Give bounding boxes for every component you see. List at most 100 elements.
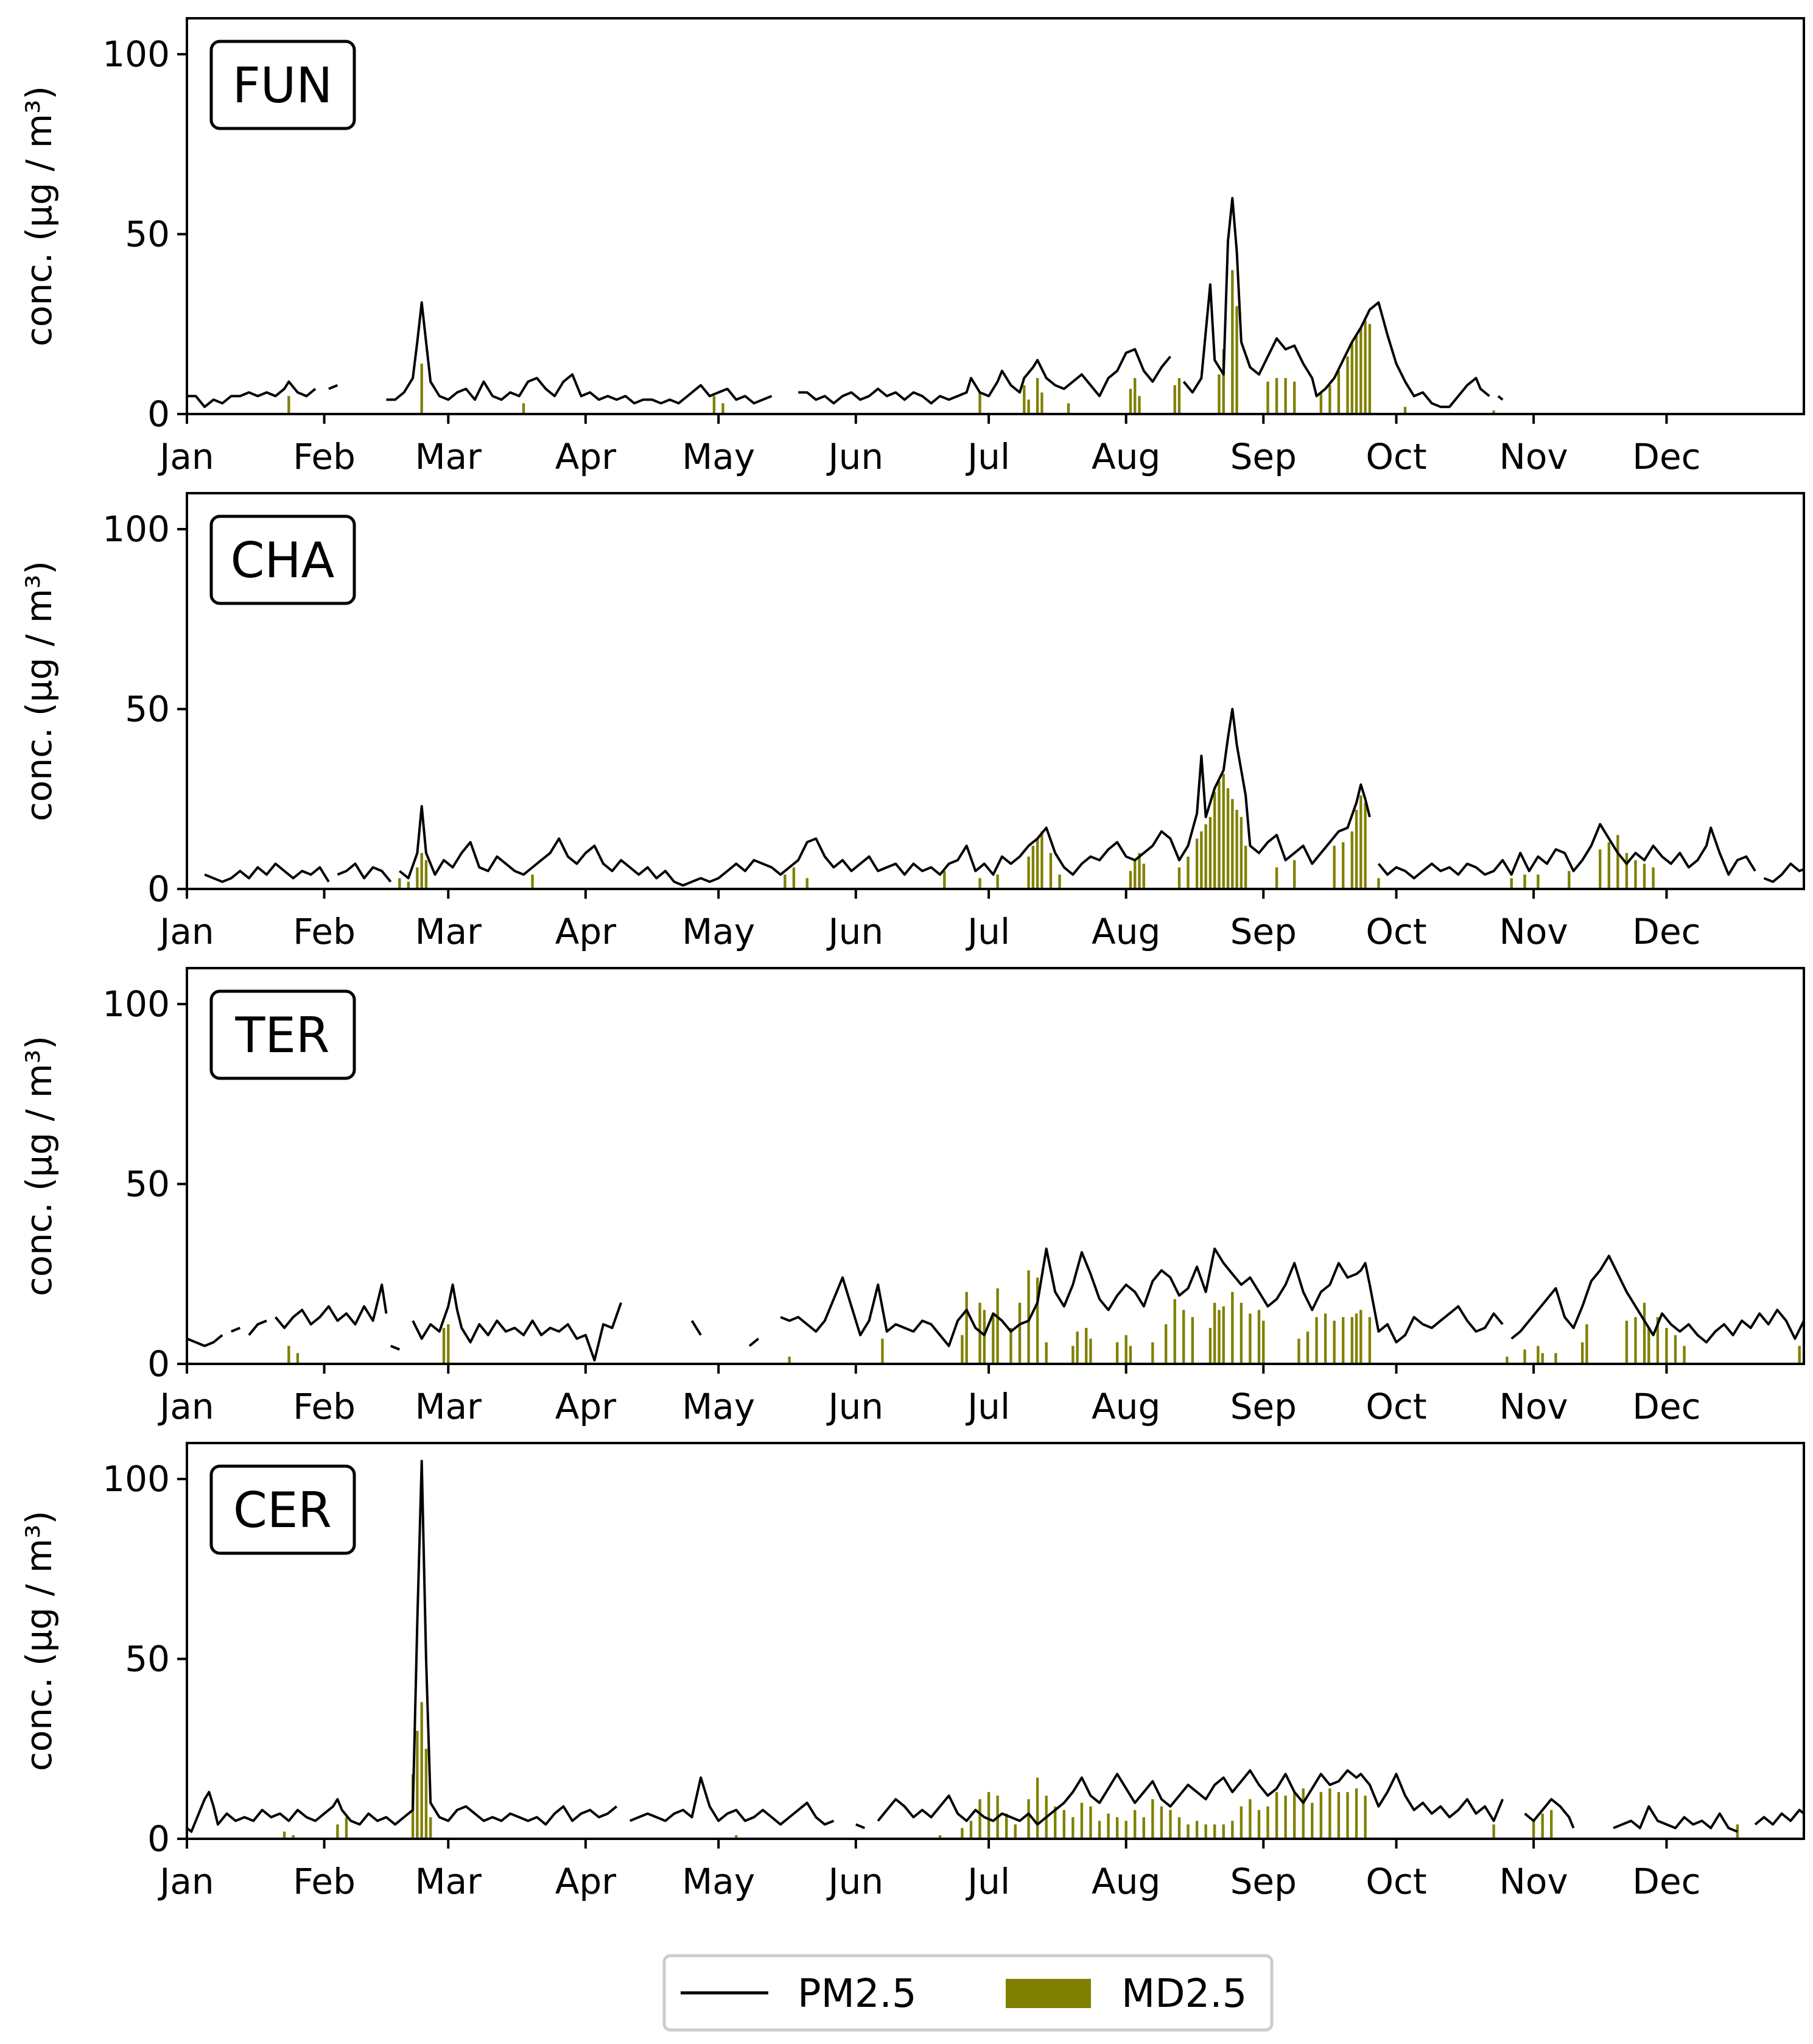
- md25-bar: [1027, 1799, 1030, 1839]
- md25-bar: [943, 871, 946, 889]
- md25-bar: [1257, 1810, 1261, 1839]
- md25-bar: [1315, 1317, 1318, 1364]
- md25-bar: [1292, 381, 1296, 414]
- x-tick-label: Dec: [1632, 1861, 1700, 1902]
- x-tick-label: Feb: [293, 1386, 356, 1427]
- md25-bar: [1213, 1302, 1216, 1364]
- md25-bar: [416, 1730, 419, 1839]
- pm25-line-group: [187, 1459, 1804, 1833]
- md25-bar: [1346, 1792, 1349, 1839]
- pm25-line-segment: [1510, 1254, 1804, 1344]
- md25-bar: [1652, 867, 1655, 889]
- md25-bars: [398, 773, 1655, 889]
- x-tick-label: Jan: [158, 436, 214, 477]
- pm25-line-segment: [399, 708, 1371, 887]
- md25-bar: [1071, 1817, 1075, 1839]
- x-tick-label: Nov: [1499, 1861, 1568, 1902]
- md25-bar: [1134, 1810, 1137, 1839]
- md25-bar: [1076, 1331, 1079, 1364]
- y-tick-label: 50: [125, 1164, 170, 1205]
- md25-bar: [420, 363, 423, 414]
- md25-bar: [1036, 378, 1039, 414]
- y-tick-label: 50: [125, 214, 170, 255]
- site-label-box: [209, 40, 356, 130]
- legend-label-pm25: PM2.5: [798, 1972, 917, 2017]
- md25-bar: [1040, 831, 1043, 889]
- md25-bar: [1292, 860, 1296, 889]
- md25-bar: [1036, 838, 1039, 889]
- md25-bar: [1355, 335, 1358, 414]
- md25-bar: [1218, 374, 1221, 414]
- md25-bar: [1350, 831, 1353, 889]
- md25-bar: [1342, 842, 1345, 889]
- y-axis-label: conc. (μg / m³): [18, 1036, 60, 1296]
- md25-bar: [1195, 838, 1199, 889]
- md25-bar: [1226, 788, 1230, 889]
- md25-bar: [1124, 1821, 1127, 1839]
- md25-bar: [1138, 852, 1141, 889]
- md25-bar: [1249, 1799, 1252, 1839]
- md25-bar: [1009, 1327, 1012, 1364]
- site-label-box: [209, 515, 356, 605]
- x-tick-label: Sep: [1230, 436, 1297, 477]
- md25-bar: [1643, 1302, 1646, 1364]
- site-label-box: [209, 1464, 356, 1555]
- md25-bar: [1080, 1802, 1084, 1839]
- md25-bar: [1164, 1324, 1168, 1364]
- site-label: CHA: [231, 532, 335, 589]
- md25-bar: [1115, 1342, 1119, 1364]
- md25-bar: [1142, 863, 1145, 889]
- pm25-line-segment: [855, 1823, 866, 1830]
- md25-bar: [522, 403, 525, 414]
- md25-bars: [287, 1270, 1801, 1364]
- md25-bar: [1302, 1788, 1305, 1839]
- panel-fun: 0 50 100 Jan Feb Mar Apr May Jun Jul Aug Sep Oct Nov D…: [18, 17, 1805, 477]
- md25-bar: [1089, 1338, 1092, 1364]
- x-tick-label: Feb: [293, 436, 356, 477]
- md25-bar: [987, 1792, 991, 1839]
- md25-bar: [881, 1338, 884, 1364]
- md25-bar: [1222, 1306, 1225, 1364]
- md25-bar: [1350, 1317, 1353, 1364]
- pm25-line-segment: [1182, 197, 1490, 409]
- md25-bar: [1337, 1792, 1341, 1839]
- md25-bar: [296, 1353, 300, 1364]
- md25-bar: [1359, 795, 1362, 889]
- pm25-line-segment: [248, 1319, 267, 1336]
- pm25-line-group: [187, 1247, 1804, 1362]
- md25-bar: [1541, 1813, 1544, 1839]
- md25-bar: [1045, 1342, 1048, 1364]
- md25-bar: [420, 1702, 423, 1839]
- md25-bar: [1403, 407, 1407, 414]
- panel-ter: 0 50 100 Jan Feb Mar Apr May Jun Jul Aug Sep Oct Nov D…: [18, 967, 1805, 1427]
- pm25-line-segment: [748, 1338, 759, 1347]
- md25-bar: [1173, 1299, 1176, 1364]
- md25-bar: [1191, 1317, 1194, 1364]
- md25-bar: [1129, 871, 1132, 889]
- md25-bar: [1364, 802, 1367, 889]
- pm25-line-segment: [877, 1769, 1504, 1826]
- md25-bar: [345, 1817, 348, 1839]
- x-tick-label: Jun: [826, 1386, 883, 1427]
- x-tick-label: Aug: [1092, 436, 1160, 477]
- md25-bar: [1541, 1353, 1544, 1364]
- y-axis-label: conc. (μg / m³): [18, 561, 60, 821]
- md25-bar: [1319, 392, 1323, 414]
- md25-bar: [1634, 1317, 1637, 1364]
- x-tick-label: Aug: [1092, 1861, 1160, 1902]
- md25-bar: [1240, 1302, 1243, 1364]
- md25-bar: [1213, 792, 1216, 889]
- pm25-line-segment: [1497, 395, 1504, 401]
- y-tick-label: 100: [102, 33, 170, 75]
- md25-bar: [1297, 1338, 1300, 1364]
- x-tick-label: Jul: [966, 911, 1010, 952]
- md25-bar: [1683, 1346, 1686, 1364]
- md25-bar: [1492, 410, 1495, 414]
- x-tick-label: Jan: [158, 1386, 214, 1427]
- md25-bar: [1284, 1796, 1287, 1839]
- md25-bar: [1359, 328, 1362, 414]
- md25-bar: [1266, 381, 1269, 414]
- md25-bar: [1222, 349, 1225, 414]
- md25-bar: [1049, 852, 1053, 889]
- md25-bar: [1222, 773, 1225, 889]
